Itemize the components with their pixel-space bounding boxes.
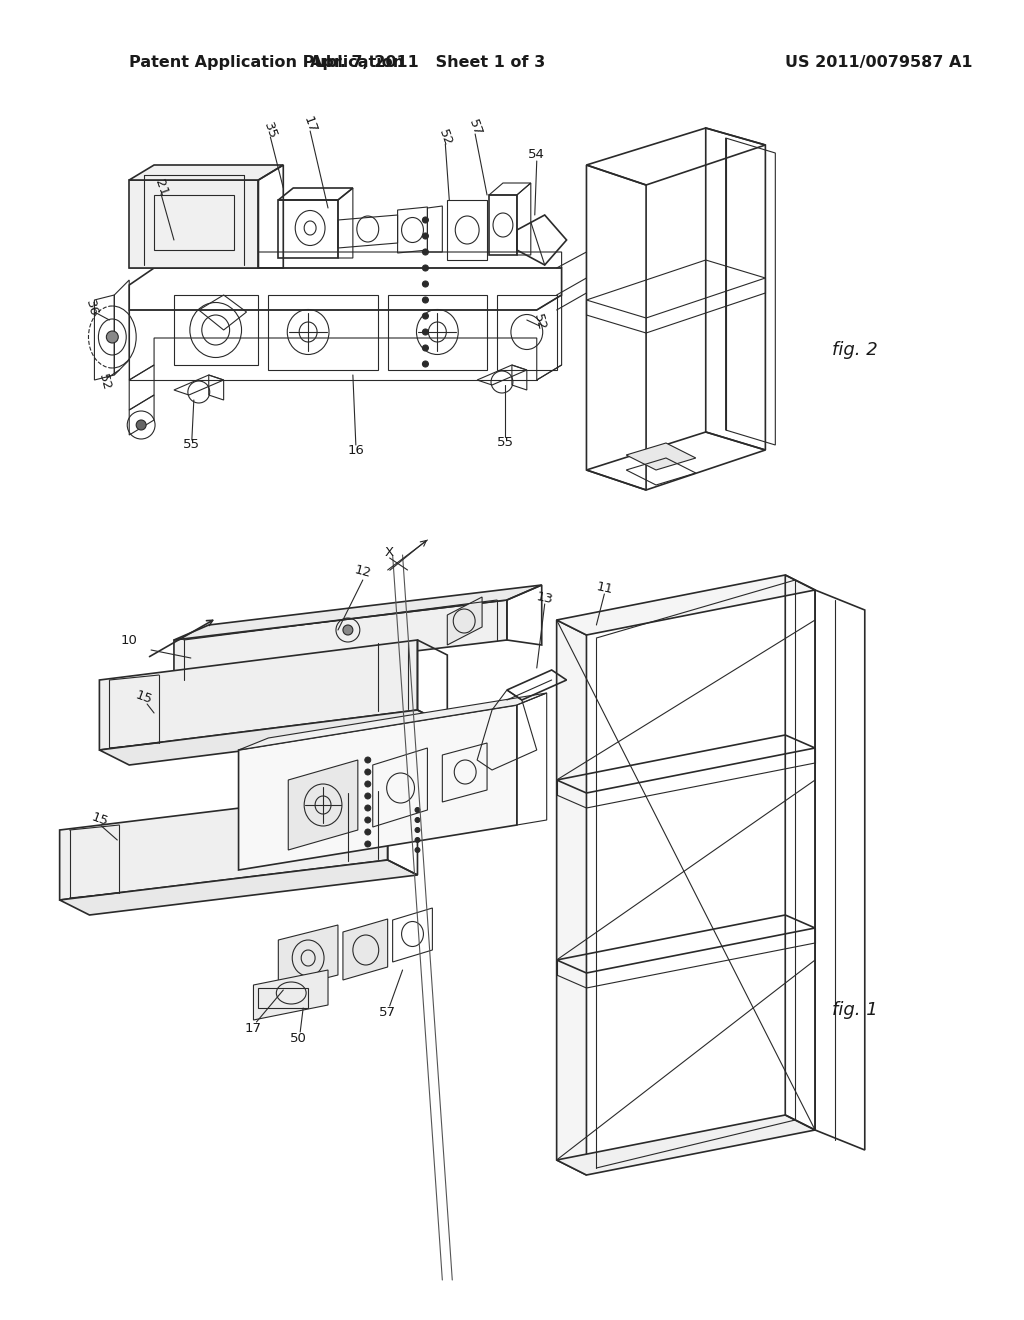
Text: 57: 57 xyxy=(466,117,484,139)
Text: 17: 17 xyxy=(245,1022,262,1035)
Polygon shape xyxy=(254,970,328,1020)
Text: 52: 52 xyxy=(96,372,113,392)
Polygon shape xyxy=(239,705,517,870)
Polygon shape xyxy=(343,919,388,979)
Polygon shape xyxy=(59,861,418,915)
Circle shape xyxy=(423,360,428,367)
Polygon shape xyxy=(59,789,388,900)
Text: 55: 55 xyxy=(497,436,513,449)
Text: 12: 12 xyxy=(353,564,373,581)
Circle shape xyxy=(423,265,428,271)
Polygon shape xyxy=(129,165,284,180)
Text: fig. 2: fig. 2 xyxy=(831,341,878,359)
Polygon shape xyxy=(174,585,542,640)
Text: 35: 35 xyxy=(261,121,280,141)
Polygon shape xyxy=(557,620,587,1175)
Circle shape xyxy=(423,281,428,286)
Circle shape xyxy=(415,837,420,842)
Circle shape xyxy=(365,781,371,787)
Text: 54: 54 xyxy=(528,149,545,161)
Circle shape xyxy=(423,313,428,319)
Text: 36: 36 xyxy=(83,298,100,318)
Text: 15: 15 xyxy=(134,689,155,708)
Circle shape xyxy=(423,345,428,351)
Polygon shape xyxy=(447,597,482,645)
Text: 15: 15 xyxy=(89,810,110,829)
Polygon shape xyxy=(289,760,357,850)
Circle shape xyxy=(423,234,428,239)
Circle shape xyxy=(365,793,371,799)
Text: 52: 52 xyxy=(531,312,548,331)
Polygon shape xyxy=(557,1115,815,1175)
Circle shape xyxy=(343,624,353,635)
Bar xyxy=(154,195,233,249)
Text: fig. 1: fig. 1 xyxy=(831,1001,878,1019)
Bar xyxy=(258,987,308,1008)
Circle shape xyxy=(423,216,428,223)
Text: Apr. 7, 2011   Sheet 1 of 3: Apr. 7, 2011 Sheet 1 of 3 xyxy=(310,54,545,70)
Text: Patent Application Publication: Patent Application Publication xyxy=(129,54,404,70)
Circle shape xyxy=(423,329,428,335)
Polygon shape xyxy=(557,576,815,635)
Polygon shape xyxy=(99,640,418,750)
Polygon shape xyxy=(129,180,258,268)
Polygon shape xyxy=(239,693,547,750)
Text: 50: 50 xyxy=(290,1031,306,1044)
Circle shape xyxy=(365,770,371,775)
Text: 10: 10 xyxy=(121,634,137,647)
Circle shape xyxy=(415,808,420,813)
Text: US 2011/0079587 A1: US 2011/0079587 A1 xyxy=(785,54,973,70)
Text: 52: 52 xyxy=(436,128,455,148)
Circle shape xyxy=(415,817,420,822)
Circle shape xyxy=(365,817,371,822)
Text: 13: 13 xyxy=(536,590,554,606)
Polygon shape xyxy=(174,601,507,680)
Text: 17: 17 xyxy=(301,115,319,135)
Text: 21: 21 xyxy=(152,178,170,198)
Polygon shape xyxy=(279,925,338,990)
Circle shape xyxy=(423,249,428,255)
Polygon shape xyxy=(99,710,447,766)
Circle shape xyxy=(365,841,371,847)
Text: X: X xyxy=(385,546,394,560)
Circle shape xyxy=(365,829,371,836)
Circle shape xyxy=(365,805,371,810)
Circle shape xyxy=(365,756,371,763)
Text: 55: 55 xyxy=(183,438,201,451)
Polygon shape xyxy=(627,444,695,470)
Circle shape xyxy=(415,847,420,853)
Text: 16: 16 xyxy=(347,444,365,457)
Circle shape xyxy=(415,828,420,833)
Circle shape xyxy=(136,420,146,430)
Text: 57: 57 xyxy=(379,1006,396,1019)
Circle shape xyxy=(423,297,428,304)
Circle shape xyxy=(106,331,119,343)
Text: 11: 11 xyxy=(595,579,614,597)
